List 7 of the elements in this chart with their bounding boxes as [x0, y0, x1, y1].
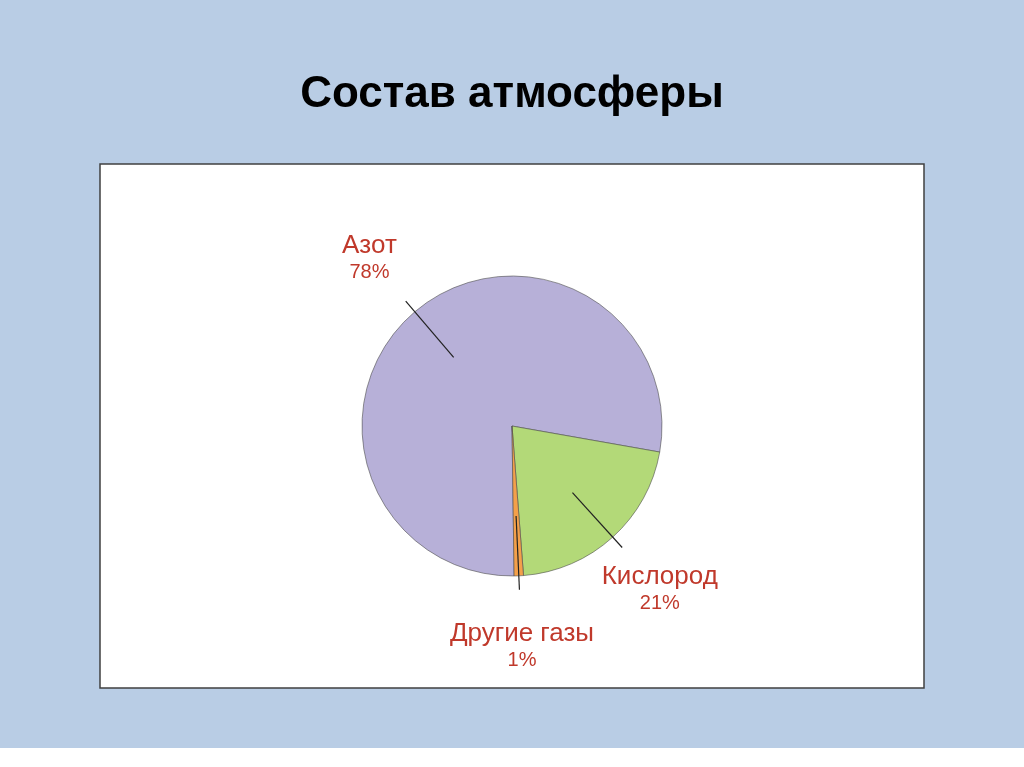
slice-label: Другие газы — [449, 616, 595, 647]
chart-title: Состав атмосферы — [300, 67, 724, 116]
data-label: 21% — [639, 590, 681, 613]
slice-label: Азот — [342, 229, 397, 260]
data-label: 1% — [507, 647, 537, 670]
slice-label: Кислород — [601, 559, 718, 590]
data-label: 78% — [349, 260, 390, 283]
